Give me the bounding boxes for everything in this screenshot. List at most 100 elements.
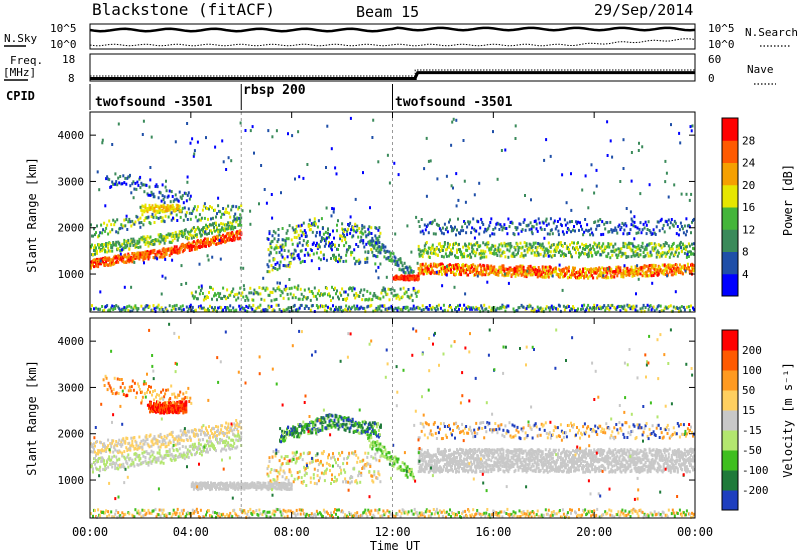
power-point bbox=[312, 294, 315, 298]
power-point bbox=[446, 264, 448, 268]
power-point bbox=[195, 247, 198, 251]
power-point bbox=[166, 235, 169, 239]
power-point bbox=[220, 215, 223, 219]
power-point bbox=[196, 219, 199, 223]
power-point bbox=[107, 243, 110, 247]
power-point bbox=[547, 241, 550, 245]
power-point bbox=[122, 259, 125, 263]
power-point bbox=[525, 275, 528, 279]
power-point bbox=[565, 267, 568, 271]
power-point bbox=[120, 244, 123, 248]
power-point bbox=[441, 249, 444, 252]
power-point bbox=[136, 239, 139, 243]
power-point bbox=[92, 253, 94, 256]
power-point bbox=[608, 245, 611, 249]
power-point bbox=[191, 209, 194, 213]
velocity-point bbox=[158, 435, 161, 438]
power-point bbox=[110, 306, 113, 310]
power-point bbox=[490, 246, 493, 250]
power-point bbox=[284, 284, 287, 288]
power-point bbox=[187, 236, 190, 240]
power-point bbox=[124, 255, 127, 259]
power-point bbox=[476, 267, 479, 271]
power-point bbox=[112, 308, 115, 311]
power-point bbox=[468, 265, 471, 269]
power-colorbar-swatch bbox=[722, 273, 738, 297]
power-point bbox=[167, 194, 170, 198]
power-point bbox=[384, 245, 387, 249]
velocity-point bbox=[192, 445, 195, 449]
power-point bbox=[330, 214, 333, 218]
power-point bbox=[384, 290, 387, 294]
power-point bbox=[96, 262, 98, 266]
power-point bbox=[673, 252, 676, 256]
power-point bbox=[96, 257, 98, 261]
velocity-point bbox=[133, 436, 136, 439]
power-point bbox=[165, 250, 168, 254]
power-point bbox=[409, 307, 412, 311]
velocity-point bbox=[153, 435, 156, 439]
power-point bbox=[620, 255, 623, 258]
power-point bbox=[589, 306, 592, 310]
power-point bbox=[448, 245, 450, 249]
power-point bbox=[202, 306, 205, 310]
power-point bbox=[303, 288, 306, 292]
power-point bbox=[386, 256, 389, 260]
power-point bbox=[308, 253, 311, 257]
power-point bbox=[167, 207, 170, 211]
power-point bbox=[141, 133, 144, 136]
power-point bbox=[331, 285, 333, 289]
power-point bbox=[418, 306, 421, 310]
power-point bbox=[111, 228, 114, 232]
power-point bbox=[99, 231, 102, 235]
velocity-point bbox=[190, 453, 193, 457]
power-point bbox=[167, 204, 170, 208]
power-point bbox=[441, 309, 444, 313]
velocity-point bbox=[163, 434, 166, 438]
power-point bbox=[526, 269, 529, 273]
power-point bbox=[263, 188, 266, 191]
power-point bbox=[129, 309, 132, 313]
power-point bbox=[457, 198, 460, 202]
power-point bbox=[125, 214, 128, 218]
power-point bbox=[519, 222, 522, 226]
power-point bbox=[254, 309, 257, 313]
power-point bbox=[159, 240, 162, 244]
power-point bbox=[642, 272, 645, 275]
power-point bbox=[377, 305, 380, 309]
power-point bbox=[632, 251, 635, 255]
power-point bbox=[162, 235, 165, 238]
power-point bbox=[414, 291, 417, 295]
power-point bbox=[459, 232, 461, 236]
power-point bbox=[390, 257, 393, 261]
power-point bbox=[678, 306, 681, 310]
power-point bbox=[450, 271, 452, 274]
power-point bbox=[664, 268, 667, 272]
power-point bbox=[130, 285, 133, 289]
power-point bbox=[168, 254, 171, 257]
velocity-point bbox=[165, 436, 168, 440]
power-point bbox=[443, 308, 446, 312]
power-point bbox=[463, 303, 466, 307]
power-point bbox=[639, 192, 642, 196]
power-point bbox=[621, 251, 624, 255]
power-point bbox=[133, 260, 136, 264]
power-point bbox=[394, 256, 397, 260]
power-point bbox=[171, 232, 174, 235]
power-point bbox=[225, 207, 228, 211]
power-point bbox=[431, 269, 434, 273]
power-point bbox=[292, 252, 295, 256]
power-point bbox=[671, 273, 674, 277]
power-point bbox=[345, 250, 348, 254]
power-point bbox=[593, 191, 596, 195]
velocity-point bbox=[158, 448, 161, 452]
power-point bbox=[165, 189, 168, 193]
power-point bbox=[658, 229, 661, 233]
power-point bbox=[394, 232, 397, 236]
power-point bbox=[553, 219, 556, 223]
power-point bbox=[353, 248, 356, 252]
velocity-point bbox=[119, 450, 122, 454]
power-point bbox=[422, 270, 425, 274]
power-point bbox=[210, 229, 212, 233]
power-point bbox=[191, 227, 194, 231]
